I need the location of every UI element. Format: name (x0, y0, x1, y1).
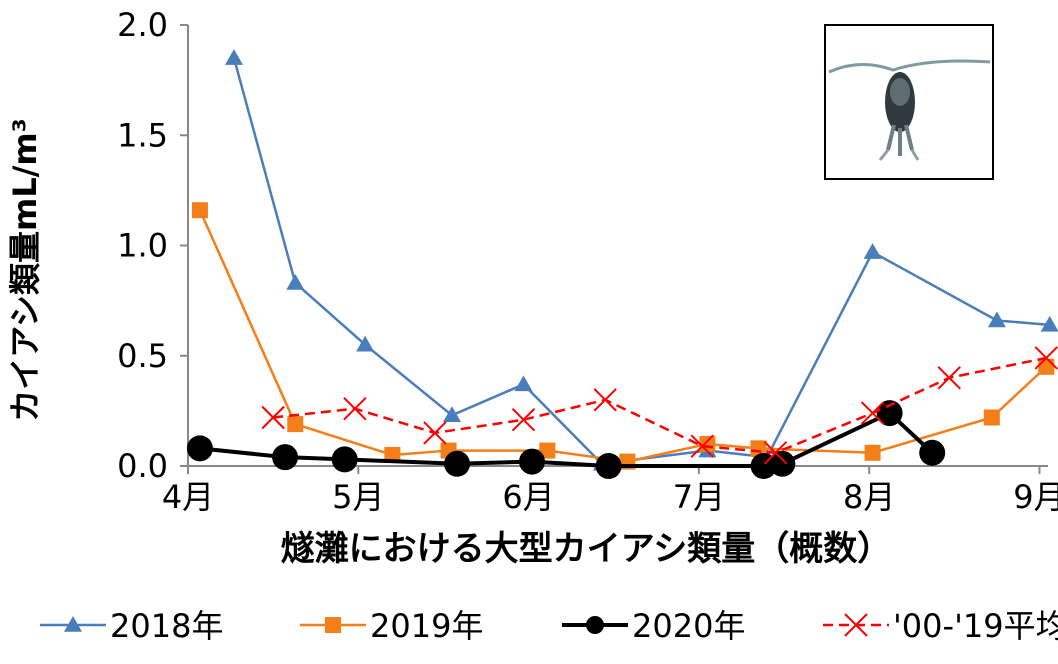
x-tick-label: 7月 (673, 478, 725, 516)
data-point (876, 400, 903, 427)
legend-item: '00-'19平均値 (823, 607, 1058, 645)
y-axis-title: カイアシ類量mL/m³ (6, 118, 44, 422)
data-point (261, 405, 285, 430)
series-line (273, 356, 1047, 455)
y-tick-label: 1.0 (117, 227, 168, 265)
axis-ticks: 0.0 0.5 1.0 1.5 2.0 4月 5月 6月 7月 8月 9月 (117, 6, 1058, 516)
legend: 2018年 2019年 2020年 '00-'19平均値 (40, 607, 1058, 645)
y-tick-label: 0.5 (117, 337, 168, 375)
series-line (198, 209, 1048, 463)
legend-marker (586, 616, 604, 634)
copepod-photo-inset (824, 24, 994, 180)
series-line (199, 410, 934, 468)
data-point (593, 388, 617, 412)
data-point (1038, 358, 1055, 375)
legend-item: 2019年 (300, 607, 483, 645)
legend-label: 2020年 (632, 607, 745, 645)
series-2 (186, 400, 946, 479)
y-tick-label: 1.5 (117, 116, 168, 154)
x-tick-label: 9月 (1013, 478, 1058, 516)
data-point (191, 202, 208, 219)
data-point (864, 444, 881, 461)
data-point (769, 450, 796, 477)
copepod-icon (828, 59, 991, 161)
data-point (539, 442, 556, 459)
data-point (519, 448, 545, 475)
data-point (595, 453, 622, 479)
y-tick-label: 2.0 (117, 6, 168, 44)
data-point (286, 273, 305, 290)
data-point (384, 446, 401, 463)
legend-marker (844, 613, 868, 637)
data-point (514, 375, 533, 392)
data-point (331, 446, 358, 473)
y-tick-label: 0.0 (117, 447, 168, 485)
data-point (937, 366, 961, 390)
series-1 (191, 202, 1055, 470)
data-point (699, 435, 716, 452)
series-3 (261, 346, 1058, 465)
data-point (287, 416, 304, 433)
legend-label: '00-'19平均値 (893, 607, 1058, 645)
legend-item: 2018年 (40, 607, 223, 645)
data-point (1034, 346, 1058, 370)
data-point (511, 407, 536, 432)
data-point (356, 335, 375, 352)
data-point (919, 439, 946, 466)
legend-label: 2019年 (370, 607, 483, 645)
data-point (983, 409, 1000, 426)
data-point (272, 444, 299, 471)
data-point (750, 440, 767, 457)
data-point (423, 421, 447, 445)
x-tick-label: 6月 (502, 478, 554, 516)
legend-marker (325, 617, 341, 633)
legend-marker (64, 616, 82, 632)
data-point (186, 435, 213, 462)
data-point (763, 441, 788, 465)
data-point (863, 243, 882, 259)
data-point (860, 401, 885, 425)
data-point (224, 49, 243, 65)
legend-label: 2018年 (110, 607, 223, 645)
data-point (987, 311, 1006, 328)
series-layer (186, 49, 1058, 479)
data-point (442, 406, 461, 423)
data-point (690, 434, 715, 458)
x-tick-label: 4月 (162, 478, 214, 516)
legend-item: 2020年 (562, 607, 745, 645)
x-tick-label: 5月 (332, 478, 384, 516)
data-point (444, 450, 471, 477)
x-tick-label: 8月 (843, 478, 895, 516)
data-point (343, 396, 367, 421)
x-axis-title: 燧灘における大型カイアシ類量（概数） (281, 529, 892, 569)
data-point (1040, 315, 1058, 332)
